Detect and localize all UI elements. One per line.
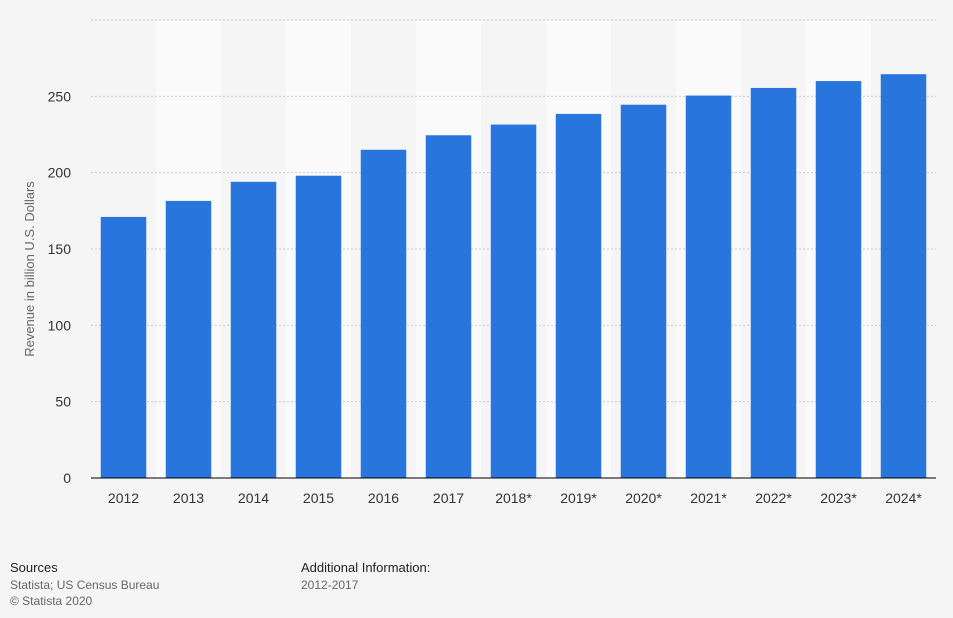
bar-2015 <box>295 175 342 478</box>
x-tick-label: 2023* <box>820 490 857 506</box>
bar-2012 <box>100 216 147 478</box>
y-tick-label: 50 <box>55 394 71 410</box>
y-tick-label: 250 <box>48 88 72 104</box>
y-tick-label: 100 <box>48 317 72 333</box>
bar-2013 <box>165 200 212 478</box>
x-tick-label: 2018* <box>495 490 532 506</box>
x-tick-label: 2014 <box>238 490 269 506</box>
additional-info-block: Additional Information: 2012-2017 <box>301 560 430 593</box>
sources-text: Statista; US Census Bureau <box>10 578 160 592</box>
x-tick-label: 2020* <box>625 490 662 506</box>
sources-title[interactable]: Sources <box>10 560 58 575</box>
bar-chart: 0 50 100 150 200 250 2012 2013 2014 2015 2016 2017 2… <box>22 19 936 506</box>
x-tick-label: 2024* <box>885 490 922 506</box>
x-tick-label: 2012 <box>108 490 139 506</box>
additional-info-text: 2012-2017 <box>301 578 359 592</box>
x-tick-label: 2019* <box>560 490 597 506</box>
x-tick-label: 2016 <box>368 490 399 506</box>
bar-2020-projected <box>620 104 667 478</box>
y-tick-label: 150 <box>48 241 72 257</box>
bar-2014 <box>230 181 277 478</box>
additional-info-title[interactable]: Additional Information: <box>301 560 431 575</box>
bar-2019-projected <box>555 113 602 478</box>
x-tick-label: 2022* <box>755 490 792 506</box>
copyright-text: © Statista 2020 <box>10 594 93 608</box>
bar-2021-projected <box>685 95 732 478</box>
bar-2024-projected <box>880 74 927 479</box>
sources-block: Sources Statista; US Census Bureau © Sta… <box>10 560 159 609</box>
y-tick-label: 200 <box>48 165 72 181</box>
x-tick-label: 2021* <box>690 490 727 506</box>
x-tick-label: 2013 <box>173 490 204 506</box>
x-tick-label: 2017 <box>433 490 464 506</box>
footer: Sources Statista; US Census Bureau © Sta… <box>0 560 953 618</box>
y-tick-label: 0 <box>63 470 71 486</box>
bar-2017 <box>425 135 472 478</box>
y-axis-label: Revenue in billion U.S. Dollars <box>22 181 37 357</box>
bar-2016 <box>360 149 407 478</box>
bar-2022-projected <box>750 87 797 478</box>
bar-2018-projected <box>490 124 537 479</box>
bar-2023-projected <box>815 81 862 479</box>
x-tick-label: 2015 <box>303 490 334 506</box>
chart-area: 0 50 100 150 200 250 2012 2013 2014 2015 2016 2017 2… <box>22 19 936 506</box>
